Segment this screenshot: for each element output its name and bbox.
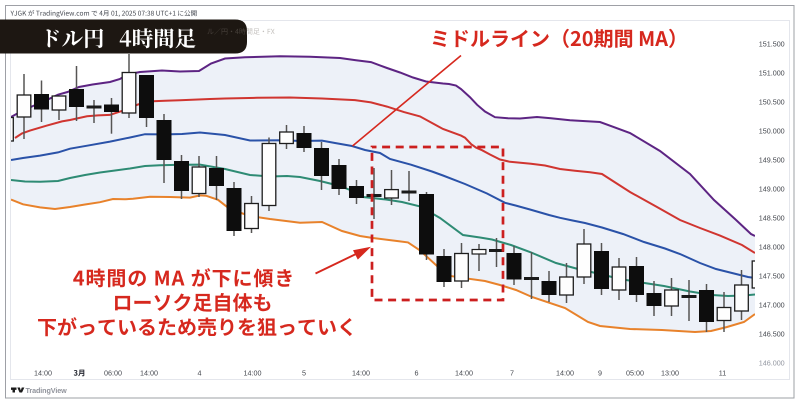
svg-text:14:00: 14:00 — [34, 369, 52, 378]
svg-text:14:00: 14:00 — [455, 369, 473, 378]
svg-text:05:00: 05:00 — [626, 369, 644, 378]
svg-text:149.000: 149.000 — [759, 185, 785, 194]
svg-text:9: 9 — [598, 369, 602, 378]
svg-text:147.500: 147.500 — [759, 272, 785, 281]
svg-text:7: 7 — [510, 369, 514, 378]
svg-text:14:00: 14:00 — [556, 369, 574, 378]
svg-text:6: 6 — [415, 369, 419, 378]
svg-text:146.000: 146.000 — [759, 359, 785, 368]
svg-text:150.000: 150.000 — [759, 127, 785, 136]
svg-text:150.500: 150.500 — [759, 98, 785, 107]
svg-text:TradingView: TradingView — [26, 386, 68, 395]
svg-text:148.500: 148.500 — [759, 214, 785, 223]
svg-text:147.000: 147.000 — [759, 301, 785, 310]
svg-text:149.500: 149.500 — [759, 156, 785, 165]
svg-text:5: 5 — [302, 369, 306, 378]
svg-text:06:00: 06:00 — [104, 369, 122, 378]
svg-text:4: 4 — [198, 369, 202, 378]
svg-text:11: 11 — [719, 369, 726, 378]
svg-text:146.500: 146.500 — [759, 330, 785, 339]
svg-text:151.000: 151.000 — [759, 69, 785, 78]
svg-text:14:00: 14:00 — [140, 369, 158, 378]
svg-text:151.500: 151.500 — [759, 40, 785, 49]
svg-text:14:00: 14:00 — [244, 369, 262, 378]
svg-text:148.000: 148.000 — [759, 243, 785, 252]
svg-text:14:00: 14:00 — [352, 369, 370, 378]
svg-text:13:00: 13:00 — [661, 369, 679, 378]
